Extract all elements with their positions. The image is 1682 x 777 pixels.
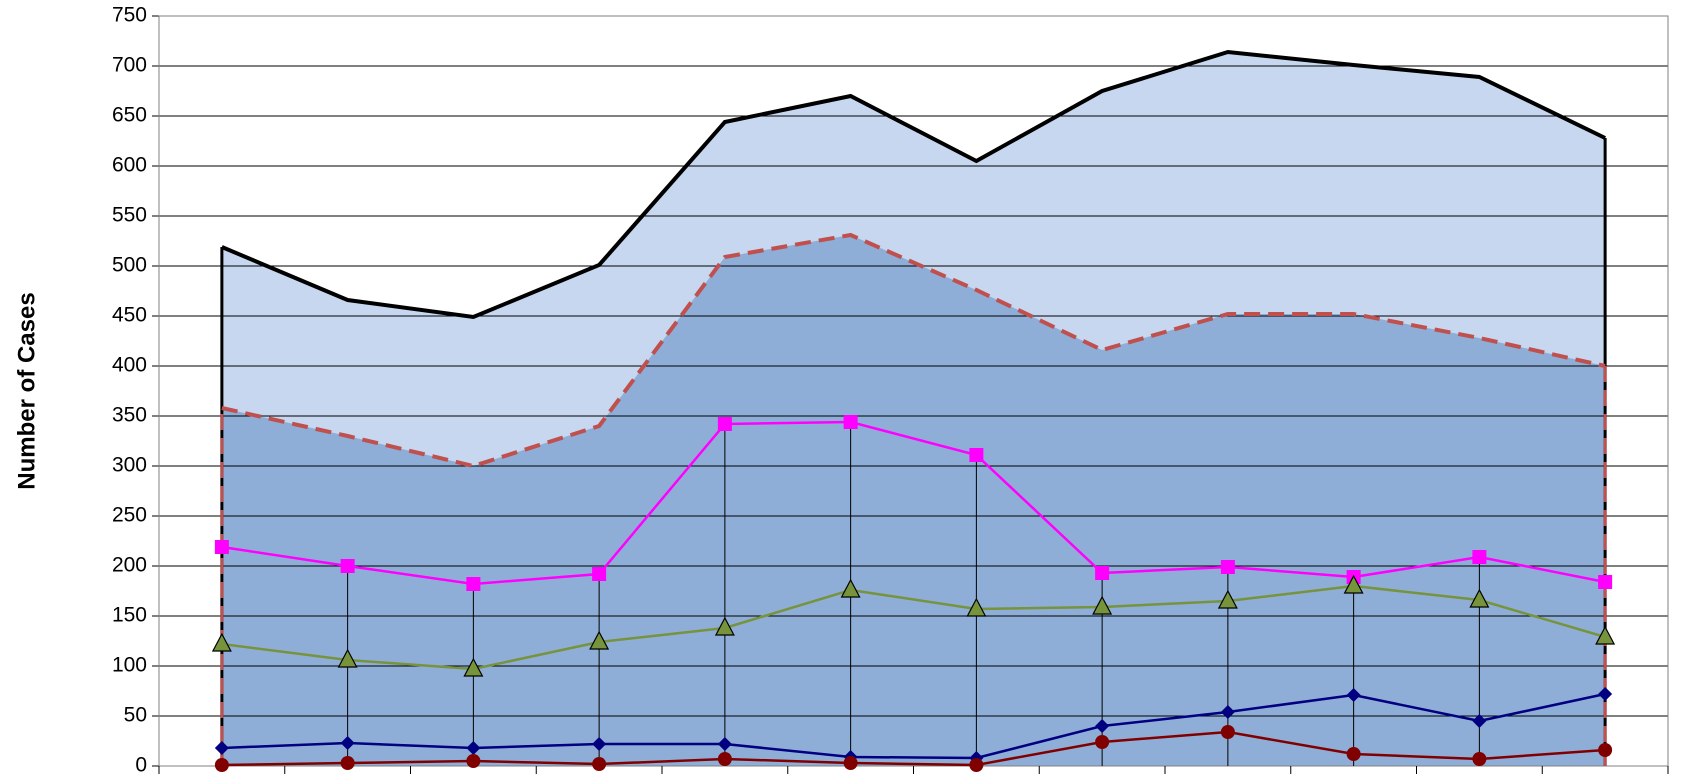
y-tick-label: 700: [112, 54, 147, 77]
marker: [211, 632, 232, 652]
marker: [340, 736, 355, 750]
y-axis-label: Number of Cases: [13, 292, 40, 489]
marker: [1598, 575, 1613, 589]
marker: [466, 741, 481, 755]
marker: [969, 758, 984, 772]
y-tick-label: 650: [112, 104, 147, 127]
marker: [337, 648, 358, 668]
marker: [1343, 574, 1364, 594]
marker: [966, 597, 987, 617]
marker: [214, 758, 229, 772]
series-line: [221, 49, 1606, 320]
y-tick-label: 0: [135, 754, 147, 777]
marker: [592, 567, 607, 581]
marker: [843, 415, 858, 429]
y-tick-label: 550: [112, 204, 147, 227]
marker: [1095, 566, 1110, 580]
marker: [1598, 743, 1613, 757]
marker: [592, 737, 607, 751]
marker: [1346, 688, 1361, 702]
series-line: [221, 584, 1606, 671]
marker: [1220, 725, 1235, 739]
marker: [1095, 735, 1110, 749]
y-tick-label: 150: [112, 604, 147, 627]
y-tick-label: 100: [112, 654, 147, 677]
y-tick-label: 50: [124, 704, 147, 727]
marker: [714, 616, 735, 636]
marker: [1095, 719, 1110, 733]
y-tick-label: 450: [112, 304, 147, 327]
y-tick-label: 500: [112, 254, 147, 277]
marker: [463, 657, 484, 677]
y-tick-label: 200: [112, 554, 147, 577]
marker: [1346, 747, 1361, 761]
marker: [340, 756, 355, 770]
marker: [466, 577, 481, 591]
marker: [1472, 714, 1487, 728]
marker: [717, 737, 732, 751]
y-tick-label: 400: [112, 354, 147, 377]
marker: [1472, 752, 1487, 766]
series-line: [221, 420, 1606, 586]
marker: [840, 578, 861, 598]
y-tick-label: 350: [112, 404, 147, 427]
marker: [592, 757, 607, 771]
marker: [214, 741, 229, 755]
marker: [340, 559, 355, 573]
marker: [1595, 625, 1616, 645]
y-tick-label: 250: [112, 504, 147, 527]
y-tick-label: 600: [112, 154, 147, 177]
marker: [214, 540, 229, 554]
area: [221, 235, 1606, 766]
series-line: [221, 730, 1606, 767]
marker: [589, 630, 610, 650]
marker: [717, 417, 732, 431]
marker: [1217, 589, 1238, 609]
y-tick-label: 750: [112, 4, 147, 27]
marker: [466, 754, 481, 768]
series-line: [221, 232, 1606, 469]
y-tick-label: 300: [112, 454, 147, 477]
marker: [1092, 595, 1113, 615]
marker: [843, 756, 858, 770]
marker: [1220, 560, 1235, 574]
marker: [1472, 550, 1487, 564]
marker: [1469, 588, 1490, 608]
marker: [1598, 687, 1613, 701]
series-line: [221, 692, 1606, 760]
marker: [1220, 705, 1235, 719]
marker: [969, 448, 984, 462]
marker: [717, 752, 732, 766]
